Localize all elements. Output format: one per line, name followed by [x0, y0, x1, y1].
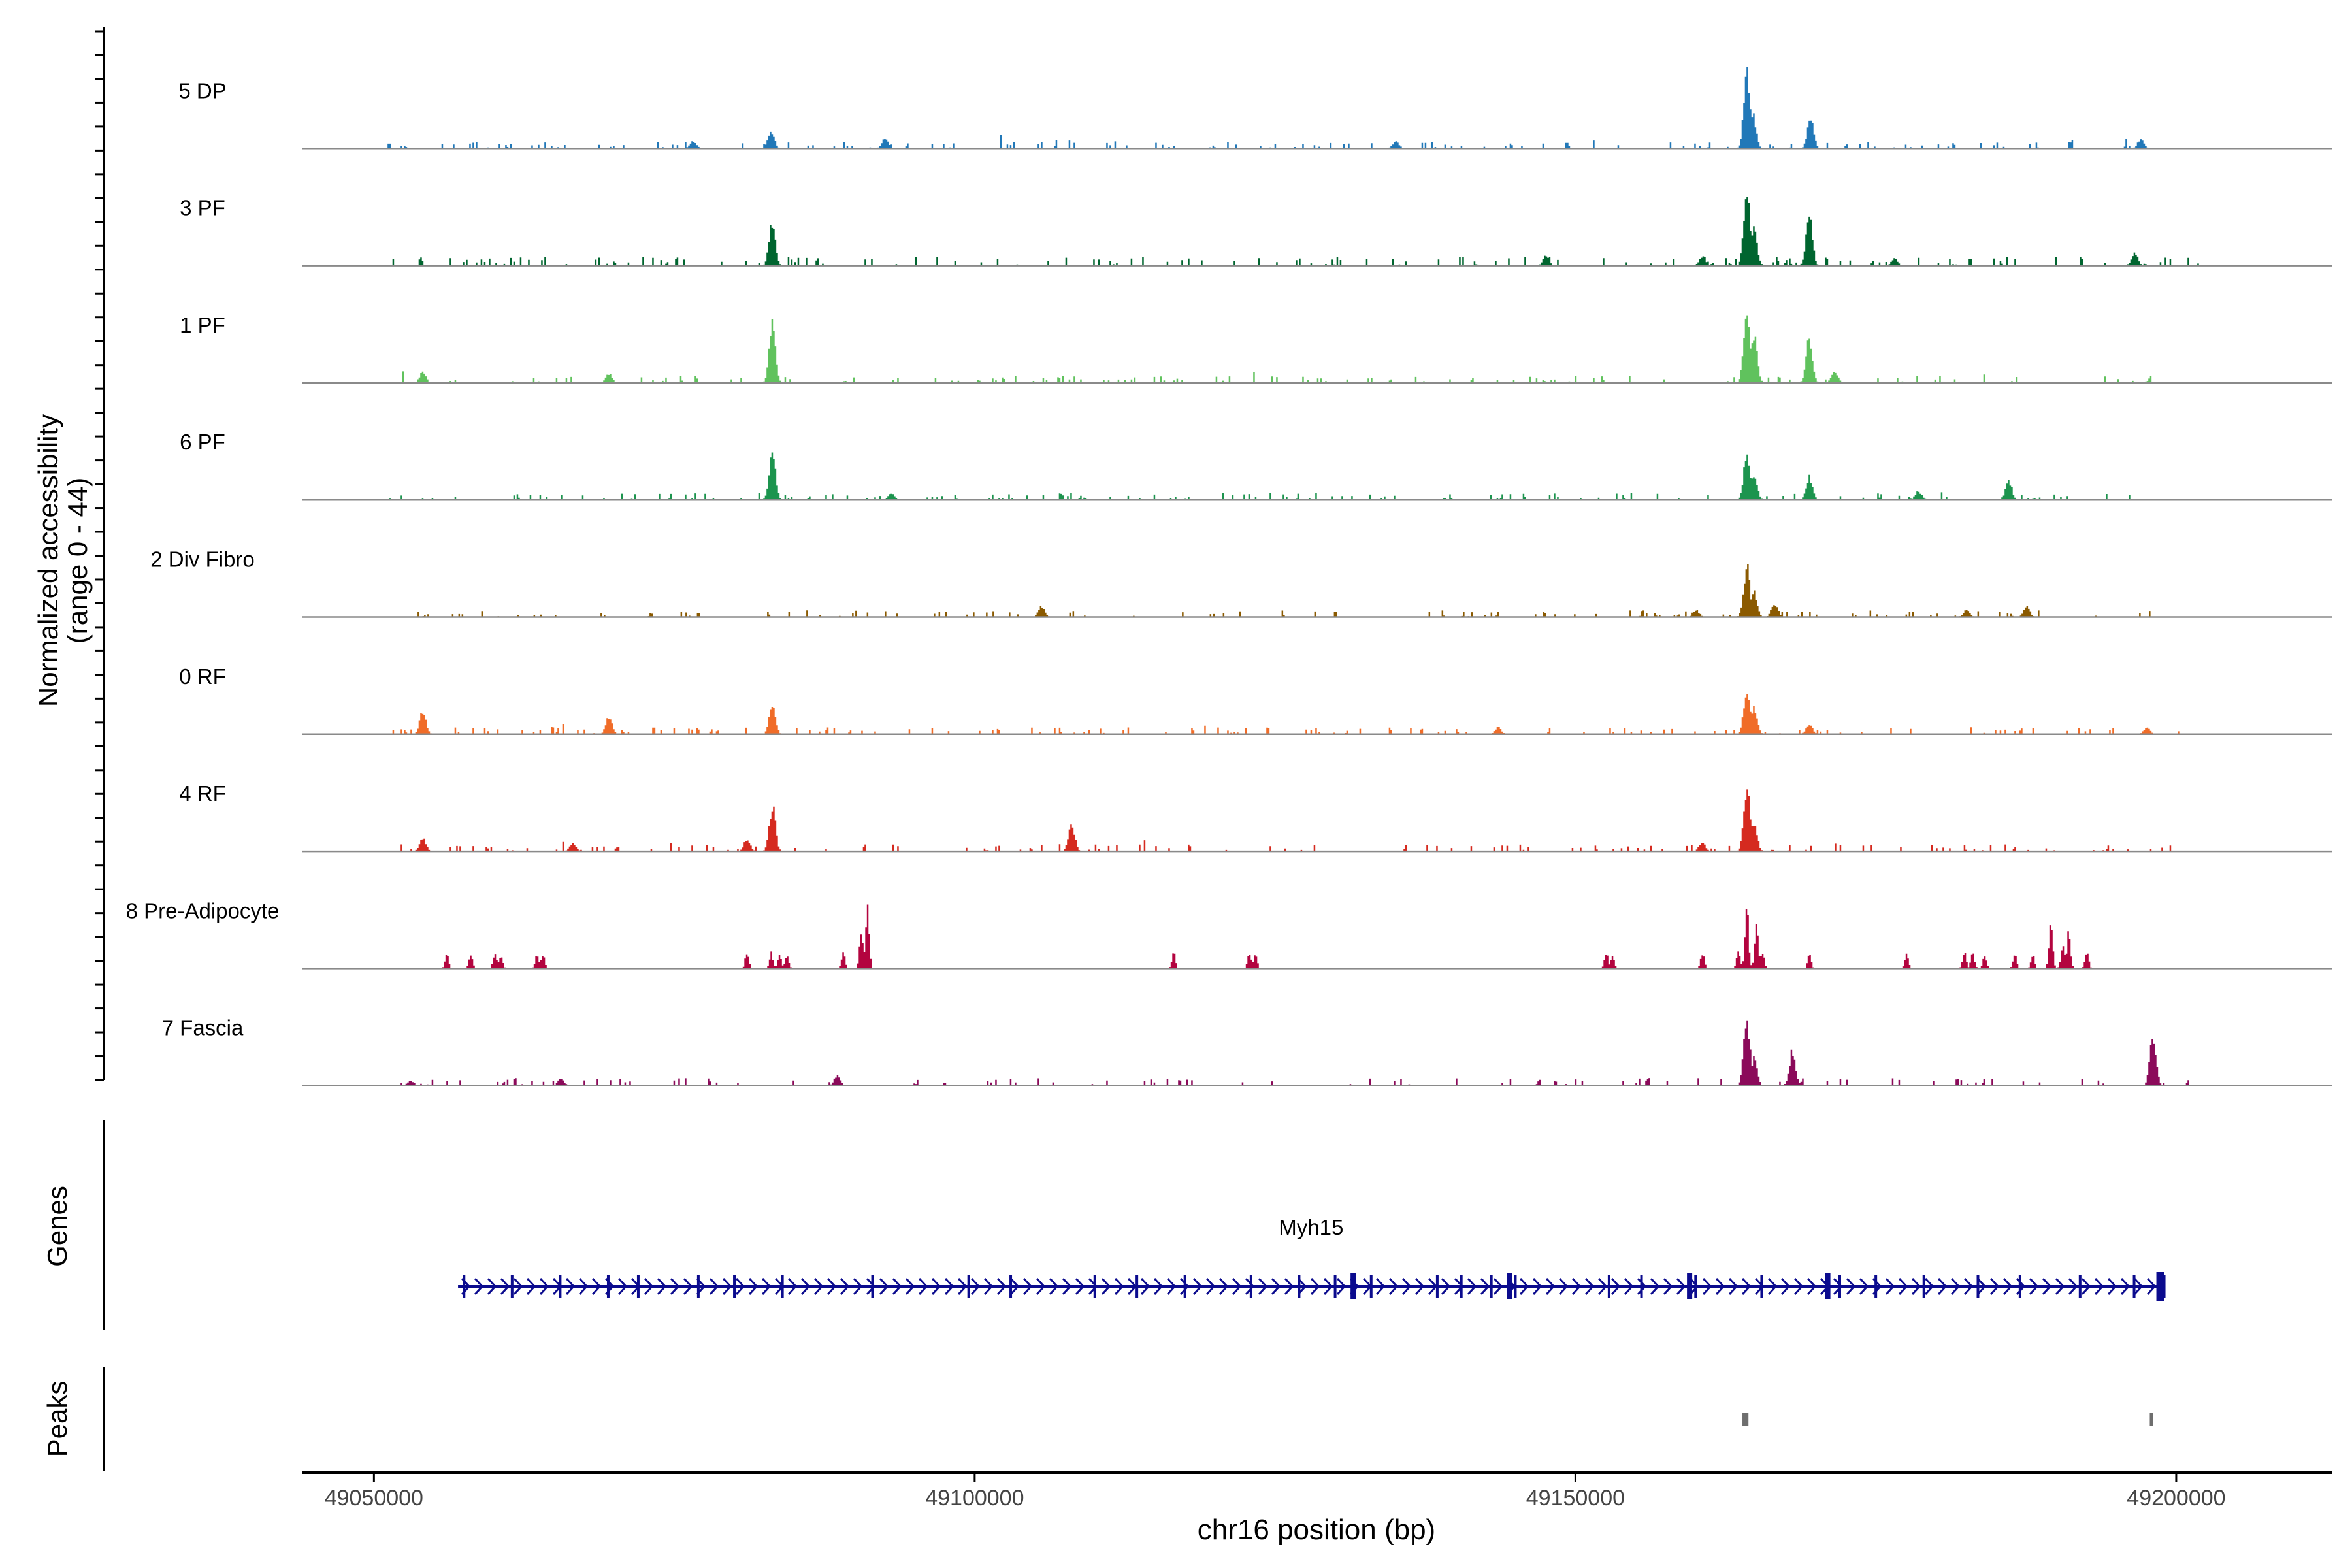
x-axis-tick-label: 49200000: [2127, 1486, 2225, 1511]
gene-exon: [510, 1275, 514, 1298]
gene-exon: [1298, 1275, 1301, 1298]
track-label: 3 PF: [180, 196, 225, 220]
gene-exon: [1460, 1275, 1463, 1298]
coverage-y-axis: [95, 27, 105, 1081]
gene-exon: [967, 1275, 970, 1298]
gene-exon: [559, 1275, 562, 1298]
coverage-track: 5 DP: [178, 67, 2332, 150]
gene-track: Myh15: [458, 1215, 2166, 1301]
coverage-area: [385, 67, 2176, 149]
coverage-track: 3 PF: [180, 196, 2332, 267]
coverage-area: [385, 789, 2176, 852]
gene-exon: [1183, 1275, 1186, 1298]
coverage-area: [434, 904, 2176, 969]
gene-exon: [1874, 1275, 1878, 1298]
gene-exon: [781, 1275, 784, 1298]
track-label: 6 PF: [180, 430, 225, 454]
gene-exon: [1922, 1275, 1925, 1298]
gene-exon: [1825, 1273, 1831, 1299]
coverage-track: 6 PF: [180, 430, 2332, 501]
track-label: 7 Fascia: [162, 1016, 244, 1040]
gene-exon: [1369, 1275, 1373, 1298]
x-axis-tick-label: 49100000: [925, 1486, 1024, 1511]
x-axis-tick-label: 49150000: [1526, 1486, 1625, 1511]
genes-panel-label: Genes: [42, 1186, 73, 1267]
gene-strand-arrows: [461, 1277, 2157, 1296]
coverage-track: 4 RF: [179, 781, 2332, 853]
x-axis: 49050000 49100000 49150000 49200000: [302, 1471, 2332, 1511]
track-label: 8 Pre-Adipocyte: [126, 898, 280, 923]
coverage-area: [385, 694, 2188, 734]
coverage-tracks: 5 DP 3 PF 1 PF 6 PF 2 Div Fibro 0 RF 4 RF 8 Pre…: [126, 67, 2332, 1086]
gene-exon: [733, 1275, 736, 1298]
coverage-track: 1 PF: [180, 313, 2332, 384]
track-label: 4 RF: [179, 781, 226, 806]
coverage-y-label-line2: (range 0 - 44): [62, 478, 93, 644]
gene-exon: [1687, 1273, 1693, 1299]
coverage-area: [385, 1020, 2212, 1086]
x-axis-tick-label: 49050000: [325, 1486, 423, 1511]
gene-exon: [2078, 1275, 2082, 1298]
gene-exon: [1607, 1275, 1610, 1298]
track-label: 5 DP: [178, 78, 226, 103]
gene-exon: [696, 1275, 700, 1298]
gene-exon: [1135, 1275, 1139, 1298]
gene-exon: [1760, 1275, 1763, 1298]
gene-name: Myh15: [1279, 1215, 1343, 1239]
coverage-area: [385, 197, 2212, 266]
gene-exon: [1009, 1275, 1013, 1298]
gene-exon: [606, 1275, 610, 1298]
gene-exon: [1350, 1273, 1356, 1299]
gene-exon: [636, 1275, 640, 1298]
gene-exon: [1507, 1273, 1512, 1299]
coverage-y-label-line1: Normalized accessibility: [33, 414, 63, 707]
gene-exon: [871, 1275, 874, 1298]
coverage-area: [385, 452, 2140, 500]
gene-exon: [1640, 1275, 1643, 1298]
coverage-track: 0 RF: [179, 664, 2332, 736]
x-axis-label: chr16 position (bp): [1198, 1514, 1435, 1546]
track-label: 2 Div Fibro: [150, 547, 255, 572]
track-label: 1 PF: [180, 313, 225, 337]
coverage-track: 8 Pre-Adipocyte: [126, 898, 2332, 970]
gene-exon: [463, 1275, 466, 1298]
coverage-area: [385, 315, 2152, 383]
gene-exon: [1249, 1275, 1252, 1298]
gene-exon-last: [2156, 1272, 2164, 1301]
track-label: 0 RF: [179, 664, 226, 689]
gene-exon: [1435, 1275, 1439, 1298]
peaks-panel-label: Peaks: [42, 1381, 73, 1458]
coverage-track: 2 Div Fibro: [150, 547, 2332, 618]
peak-region: [2149, 1413, 2153, 1426]
gene-exon: [1976, 1275, 1980, 1298]
gene-exon: [1333, 1275, 1337, 1298]
gene-exon: [1490, 1275, 1493, 1298]
gene-exon: [1838, 1275, 1841, 1298]
gene-exon: [1694, 1275, 1697, 1298]
peak-region: [1742, 1413, 1749, 1426]
coverage-area: [398, 564, 2189, 617]
gene-exon: [2018, 1275, 2021, 1298]
gene-exon: [1514, 1275, 1517, 1298]
gene-model: Myh15: [458, 1215, 2166, 1301]
gene-exon: [1093, 1275, 1096, 1298]
coverage-track: 7 Fascia: [162, 1016, 2332, 1086]
gene-exon: [2132, 1275, 2136, 1298]
peak-track: [1742, 1413, 2153, 1426]
